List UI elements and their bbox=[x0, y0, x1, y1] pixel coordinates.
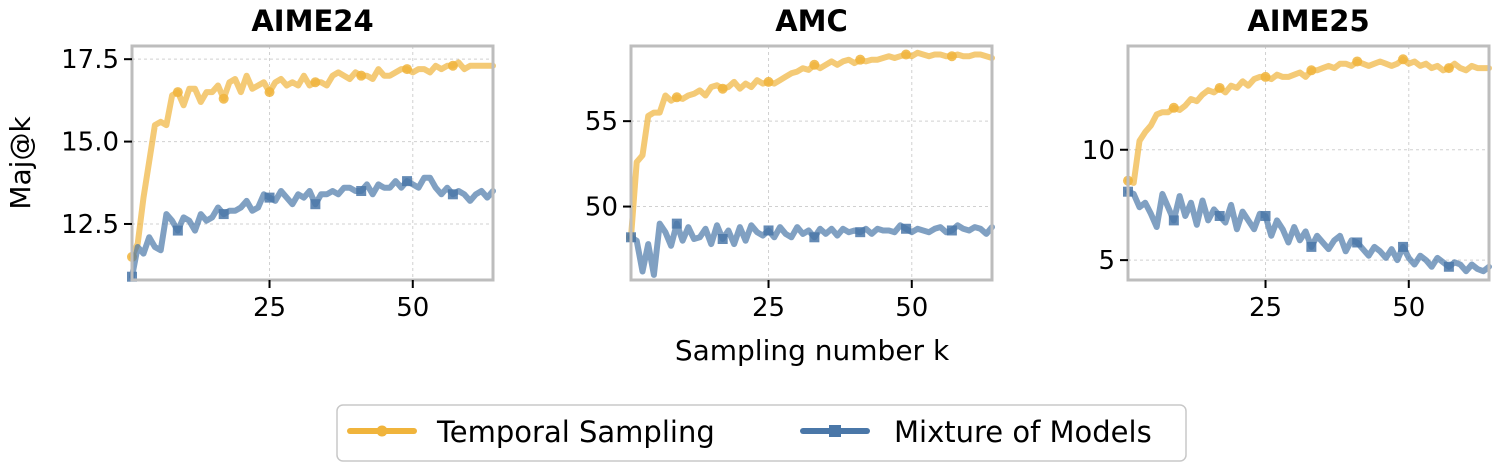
legend-marker-temporal-sampling bbox=[376, 425, 388, 437]
data-point-aime25-mixture-of-models-1 bbox=[1168, 215, 1179, 226]
panel-amc: 25 50 50 55 AMC bbox=[585, 4, 995, 323]
x-tick-label-amc-0: 25 bbox=[752, 293, 785, 323]
axes-frame-aime25 bbox=[1126, 44, 1491, 282]
panels: 25 50 12.5 15.0 17.5 AIME24 25 50 50 55 AMC 25 50 5 10… bbox=[61, 4, 1492, 323]
x-tick-label-amc-1: 50 bbox=[895, 293, 928, 323]
y-tick-label-amc-0: 50 bbox=[585, 193, 618, 223]
data-point-aime24-temporal-sampling-7 bbox=[447, 60, 458, 71]
data-point-aime24-temporal-sampling-3 bbox=[264, 87, 275, 98]
x-tick-label-aime25-1: 50 bbox=[1392, 293, 1425, 323]
panel-aime25: 25 50 5 10 AIME25 bbox=[1082, 4, 1492, 323]
legend-label-temporal-sampling: Temporal Sampling bbox=[436, 415, 715, 449]
data-point-aime25-temporal-sampling-2 bbox=[1214, 82, 1225, 93]
data-point-amc-temporal-sampling-1 bbox=[671, 92, 682, 103]
data-point-aime24-mixture-of-models-3 bbox=[264, 192, 275, 203]
data-point-aime24-mixture-of-models-1 bbox=[172, 225, 183, 236]
axes-frame-aime24 bbox=[130, 44, 495, 282]
series-line-aime24-temporal-sampling bbox=[129, 59, 496, 260]
data-point-aime25-temporal-sampling-1 bbox=[1168, 102, 1179, 113]
data-point-amc-mixture-of-models-2 bbox=[717, 234, 728, 245]
y-tick-label-aime24-0: 12.5 bbox=[61, 210, 119, 240]
series-line-amc-mixture-of-models bbox=[628, 220, 995, 278]
data-point-aime24-mixture-of-models-5 bbox=[356, 186, 367, 197]
y-tick-label-amc-1: 55 bbox=[585, 107, 618, 137]
data-point-aime25-mixture-of-models-4 bbox=[1306, 241, 1317, 252]
data-point-aime25-temporal-sampling-3 bbox=[1260, 71, 1271, 82]
x-axis-label: Sampling number k bbox=[675, 334, 950, 367]
data-point-aime24-mixture-of-models-6 bbox=[402, 176, 413, 187]
x-tick-label-aime24-0: 25 bbox=[253, 293, 286, 323]
y-axis-label: Maj@k bbox=[4, 116, 37, 210]
data-point-amc-temporal-sampling-6 bbox=[901, 49, 912, 60]
data-point-aime24-temporal-sampling-5 bbox=[356, 70, 367, 81]
data-point-aime24-temporal-sampling-1 bbox=[172, 87, 183, 98]
y-tick-label-aime24-2: 17.5 bbox=[61, 45, 119, 75]
data-point-aime24-temporal-sampling-2 bbox=[218, 93, 229, 104]
panel-title-aime25: AIME25 bbox=[1247, 4, 1369, 38]
data-point-aime25-mixture-of-models-6 bbox=[1398, 241, 1409, 252]
data-point-amc-mixture-of-models-3 bbox=[763, 225, 774, 236]
data-point-aime25-mixture-of-models-2 bbox=[1214, 210, 1225, 221]
data-point-aime25-mixture-of-models-7 bbox=[1443, 261, 1454, 272]
y-tick-label-aime25-0: 5 bbox=[1098, 246, 1115, 276]
data-point-amc-temporal-sampling-3 bbox=[763, 76, 774, 87]
data-point-aime24-mixture-of-models-7 bbox=[447, 189, 458, 200]
series-line-aime25-temporal-sampling bbox=[1125, 56, 1492, 186]
data-point-aime25-temporal-sampling-6 bbox=[1398, 54, 1409, 65]
data-point-amc-mixture-of-models-7 bbox=[946, 225, 957, 236]
data-point-aime25-mixture-of-models-3 bbox=[1260, 210, 1271, 221]
series-line-aime25-mixture-of-models bbox=[1125, 188, 1492, 275]
series-line-aime24-mixture-of-models bbox=[129, 174, 496, 280]
data-point-aime24-temporal-sampling-6 bbox=[402, 64, 413, 75]
x-tick-label-aime24-1: 50 bbox=[396, 293, 429, 323]
data-point-aime24-mixture-of-models-2 bbox=[218, 209, 229, 220]
panel-title-aime24: AIME24 bbox=[251, 4, 373, 38]
legend-label-mixture-of-models: Mixture of Models bbox=[894, 415, 1152, 449]
data-point-aime25-temporal-sampling-7 bbox=[1443, 63, 1454, 74]
panel-aime24: 25 50 12.5 15.0 17.5 AIME24 bbox=[61, 4, 496, 323]
data-point-aime25-temporal-sampling-4 bbox=[1306, 65, 1317, 76]
data-point-amc-mixture-of-models-6 bbox=[901, 223, 912, 234]
data-point-aime25-mixture-of-models-5 bbox=[1352, 237, 1363, 248]
panel-title-amc: AMC bbox=[775, 4, 848, 38]
data-point-amc-temporal-sampling-5 bbox=[855, 54, 866, 65]
legend: Temporal Sampling Mixture of Models bbox=[336, 404, 1187, 462]
data-point-amc-mixture-of-models-1 bbox=[671, 218, 682, 229]
series-line-amc-temporal-sampling bbox=[628, 49, 995, 241]
data-point-aime24-temporal-sampling-4 bbox=[310, 77, 321, 88]
data-point-amc-mixture-of-models-4 bbox=[809, 232, 820, 243]
data-point-aime25-temporal-sampling-5 bbox=[1352, 56, 1363, 67]
legend-marker-mixture-of-models bbox=[829, 425, 841, 437]
x-tick-label-aime25-0: 25 bbox=[1249, 293, 1282, 323]
data-point-amc-mixture-of-models-5 bbox=[855, 227, 866, 238]
y-tick-label-aime25-1: 10 bbox=[1082, 136, 1115, 166]
axes-frame-amc bbox=[629, 44, 994, 282]
legend-frame bbox=[336, 404, 1187, 462]
data-point-amc-temporal-sampling-7 bbox=[946, 51, 957, 62]
y-tick-label-aime24-1: 15.0 bbox=[61, 128, 119, 158]
data-point-amc-temporal-sampling-2 bbox=[717, 83, 728, 94]
data-point-amc-temporal-sampling-4 bbox=[809, 59, 820, 70]
data-point-aime24-mixture-of-models-4 bbox=[310, 199, 321, 210]
